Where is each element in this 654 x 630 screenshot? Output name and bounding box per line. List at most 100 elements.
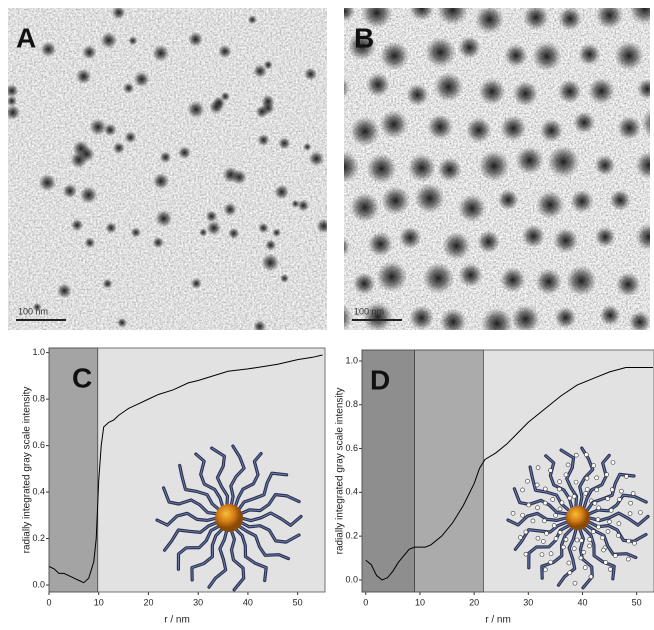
particle [367,231,393,257]
micelle-illustration [155,444,303,592]
particle [523,8,549,31]
particle [570,189,594,213]
solvent-ring [595,517,601,522]
polymer-arm-highlight [560,449,578,507]
solvent-ring [563,472,569,478]
particle [223,202,237,217]
solvent-ring [530,518,536,524]
solvent-ring [565,462,571,468]
solvent-ring [617,497,622,502]
particle [478,78,506,106]
particle [257,133,270,147]
particle [512,81,539,107]
particle [100,31,118,49]
y-tick-label: 0.6 [345,443,358,453]
particle [465,117,492,143]
particle [187,100,205,119]
particle [303,142,312,152]
polymer-arm-highlight [237,472,288,511]
solvent-ring [542,518,547,524]
polymer-arm-highlight [179,465,221,511]
chart: 0.0 0.2 0.4 0.6 0.8 1.0 0 10 20 30 40 50 r / nm radia… [22,347,326,626]
polymer-arm-highlight [514,521,568,550]
particle [350,116,380,147]
particle [303,67,318,81]
y-tick-label: 1.0 [32,347,45,357]
particle [247,15,258,25]
particle [279,273,290,283]
particle [641,108,650,138]
solvent-ring [608,567,613,572]
particle [381,186,410,215]
solvent-ring [628,500,633,506]
solvent-ring [610,460,616,465]
polymer-arm-highlight [211,447,229,507]
particle [376,261,408,293]
particle [111,8,126,20]
particle [407,153,436,182]
particle [274,184,290,200]
particle [112,141,126,155]
particle [478,150,510,182]
particle [159,151,172,164]
solvent-ring [535,465,541,470]
solvent-ring [510,510,516,516]
particle [409,8,435,21]
particle [409,305,434,330]
particle [532,41,562,71]
particle [437,8,468,26]
solvent-ring [588,574,594,580]
solvent-ring [616,533,621,538]
solvent-ring [539,552,545,557]
solvent-ring [548,559,554,565]
particle [594,155,616,176]
y-axis-label: radially integrated gray scale intensity [22,387,33,554]
solvent-ring [625,556,631,562]
particle [79,186,98,204]
particle [297,199,310,212]
x-tick-label: 20 [469,597,479,607]
particle [278,137,291,150]
polymer-arm-highlight [239,494,300,515]
solvent-ring [619,488,624,494]
particle [152,172,170,190]
particle [609,189,631,211]
particle [344,237,351,257]
particle [177,146,192,160]
tem-image [344,8,650,330]
solvent-ring [544,531,549,536]
y-tick-label: 0.2 [345,531,358,541]
particle [228,227,240,240]
scale-bar-label: 100 nm [18,306,48,316]
particle [89,118,107,136]
polymer-arm-highlight [191,527,224,581]
particle [152,236,165,249]
particle [206,220,222,236]
solvent-ring [523,551,529,557]
solvent-ring [548,468,553,473]
particle [261,94,275,109]
solvent-ring [573,452,579,458]
solvent-ring [561,544,566,550]
region [414,349,484,593]
solvent-ring [630,491,636,496]
data-line [48,354,323,584]
solvent-ring [557,530,563,535]
solvent-ring [571,546,577,551]
particle [8,95,18,107]
particle [475,8,504,34]
solvent-ring [587,543,592,549]
particle [422,262,455,295]
polymer-arm-highlight [583,454,610,509]
solvent-ring [542,500,548,506]
solvent-ring [535,535,541,541]
particle [547,145,580,178]
particle [116,317,128,328]
particle [614,41,644,71]
particle [599,304,621,326]
particle [32,302,42,312]
particle [40,41,57,58]
particle [588,77,615,105]
particle [437,157,462,182]
